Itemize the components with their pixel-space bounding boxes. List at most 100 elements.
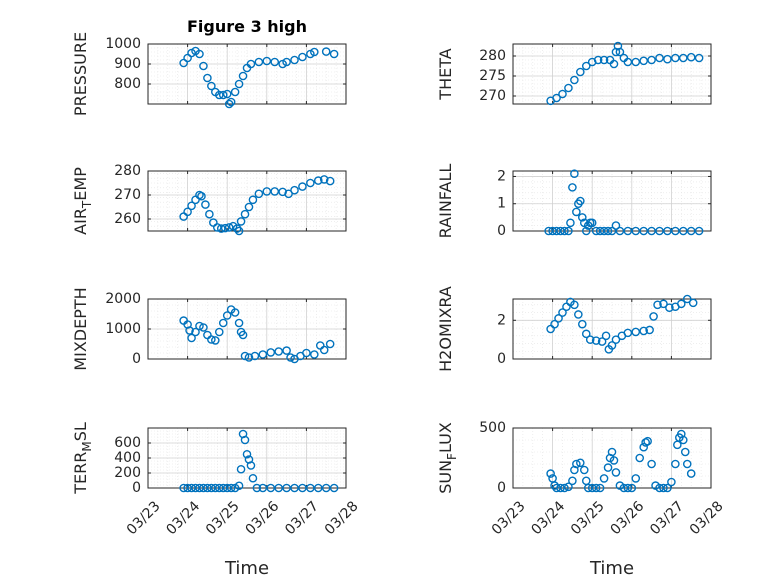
data-point	[290, 55, 299, 65]
data-point	[187, 333, 196, 343]
y-tick-label: 800	[114, 76, 141, 92]
x-tick-label: 03/26	[243, 498, 283, 538]
data-point	[199, 483, 208, 493]
data-point	[631, 57, 641, 67]
x-tick-label: 03/25	[203, 498, 243, 538]
y-tick-label: 1	[497, 196, 506, 212]
chart-title: Figure 3 high	[187, 17, 307, 36]
data-point	[659, 483, 668, 493]
data-point	[564, 482, 573, 492]
data-point	[197, 191, 206, 201]
data-point	[270, 57, 280, 67]
data-point	[214, 483, 224, 493]
data-point	[647, 55, 656, 65]
data-point	[325, 176, 335, 186]
data-point	[220, 223, 230, 233]
data-point	[224, 99, 234, 109]
data-point	[240, 209, 250, 219]
x-tick-label: 03/25	[568, 498, 608, 538]
data-point	[609, 456, 619, 465]
y-tick-label: 2	[497, 312, 506, 328]
data-point	[694, 53, 704, 63]
data-point	[587, 218, 597, 228]
data-point	[244, 202, 254, 212]
data-point	[207, 81, 216, 91]
data-point	[274, 483, 283, 493]
data-point	[647, 226, 656, 236]
x-tick-label: 03/23	[124, 498, 164, 538]
data-point	[635, 453, 645, 463]
data-point	[310, 47, 319, 57]
data-point	[607, 341, 617, 350]
data-point	[183, 483, 192, 493]
y-tick-label: 2	[497, 168, 506, 184]
data-point	[240, 351, 250, 361]
data-point	[211, 336, 220, 345]
subplot-7: 03/23 03/24 03/25 03/26 03/27 03/28 0200400600…	[71, 422, 362, 579]
data-point	[623, 226, 633, 236]
data-point	[329, 49, 339, 59]
data-point	[574, 310, 583, 319]
data-point	[258, 483, 268, 493]
data-point	[653, 300, 662, 310]
data-point	[639, 226, 648, 236]
subplot-6: 0 2 H2OMIXRA	[436, 286, 712, 372]
data-point	[655, 53, 664, 63]
data-point	[195, 321, 204, 331]
y-axis-label: RAINFALL	[436, 164, 455, 239]
data-point	[558, 89, 567, 99]
data-point	[254, 57, 264, 67]
y-tick-label: 200	[114, 465, 141, 481]
data-point	[611, 335, 621, 344]
data-point	[226, 97, 236, 107]
data-point	[686, 226, 696, 236]
data-point	[581, 226, 591, 236]
data-point	[552, 483, 561, 493]
y-tick-label: 0	[132, 480, 141, 496]
data-point	[609, 59, 619, 69]
data-point	[315, 341, 325, 350]
data-point	[593, 55, 603, 65]
data-point	[313, 176, 323, 185]
data-point	[576, 67, 585, 77]
data-point	[570, 169, 579, 179]
data-point	[234, 318, 244, 328]
data-point	[252, 483, 262, 493]
data-point	[216, 224, 226, 233]
data-point	[544, 226, 553, 236]
data-point	[310, 350, 319, 359]
data-point	[222, 483, 232, 493]
data-point	[199, 323, 208, 332]
data-point	[579, 465, 589, 475]
data-point	[601, 331, 611, 341]
data-point	[665, 303, 674, 313]
y-axis-label: THETA	[436, 48, 455, 100]
data-point	[218, 318, 228, 328]
x-tick-label: 03/24	[528, 498, 568, 538]
data-point	[591, 336, 601, 345]
data-point	[286, 353, 295, 362]
data-point	[244, 353, 254, 362]
data-point	[581, 329, 591, 339]
x-tick-label: 03/27	[282, 498, 322, 538]
data-point	[576, 196, 585, 206]
data-point	[191, 483, 200, 493]
data-point	[278, 187, 287, 197]
data-point	[240, 435, 250, 445]
data-point	[623, 57, 633, 67]
data-point	[649, 312, 658, 321]
x-axis-label: Time	[589, 558, 634, 579]
data-point	[195, 483, 204, 493]
data-point	[226, 483, 236, 493]
data-point	[306, 178, 315, 188]
x-tick-label: 03/23	[489, 498, 529, 538]
data-point	[686, 52, 696, 62]
data-point	[615, 226, 625, 236]
subplot-3: 260 270 280 AIRTEMP	[71, 163, 347, 236]
data-point	[570, 75, 579, 85]
data-point	[550, 319, 559, 329]
data-point	[659, 299, 668, 309]
data-point	[236, 464, 246, 474]
data-point	[655, 483, 664, 493]
y-tick-label: 0	[497, 223, 506, 239]
